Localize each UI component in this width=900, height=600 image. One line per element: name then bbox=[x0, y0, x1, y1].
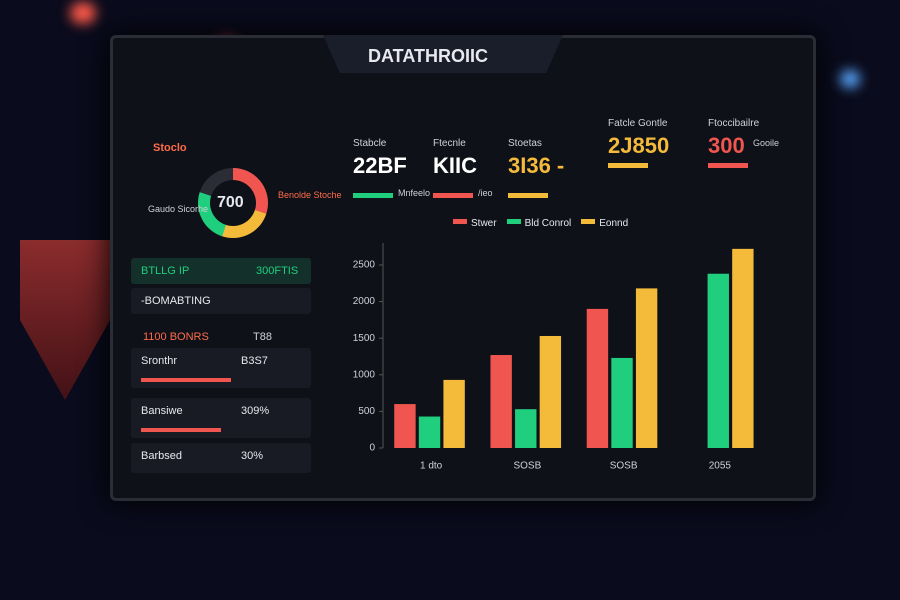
row-label: 1100 BONRS bbox=[143, 331, 209, 343]
kpi-label: Ftoccibailre bbox=[708, 118, 760, 129]
row-value: 30% bbox=[241, 450, 264, 462]
kpi-value: 22BF bbox=[353, 153, 407, 178]
kpi-value: 2J850 bbox=[608, 133, 670, 158]
bar bbox=[515, 409, 537, 448]
stage-light bbox=[70, 2, 96, 24]
kpi-bar bbox=[433, 193, 473, 198]
kpi-sub: Gooile bbox=[753, 138, 780, 148]
row-label: Sronthr bbox=[141, 355, 178, 367]
logo-text: Stoclo bbox=[153, 142, 187, 154]
legend-swatch bbox=[581, 219, 596, 224]
bar bbox=[732, 248, 754, 448]
kpi-value: KIIC bbox=[433, 153, 477, 178]
kpi-bar bbox=[708, 163, 748, 168]
x-tick-label: 2055 bbox=[709, 461, 732, 472]
bar bbox=[443, 379, 465, 448]
y-tick-label: 500 bbox=[358, 406, 375, 417]
title-tab bbox=[323, 35, 563, 73]
legend: Stwer Bld Conrol Eonnd bbox=[443, 218, 628, 229]
x-tick-label: SOSB bbox=[513, 461, 541, 472]
row-label: Bansiwe bbox=[141, 405, 183, 417]
bar bbox=[586, 308, 609, 448]
row-label: -BOMABTING bbox=[141, 295, 211, 307]
stage-light bbox=[840, 70, 860, 88]
bar bbox=[394, 404, 416, 448]
row-label: Barbsed bbox=[141, 450, 182, 462]
bar bbox=[707, 273, 729, 448]
y-tick-label: 1500 bbox=[353, 333, 376, 344]
row-value: B3S7 bbox=[241, 355, 268, 367]
bar bbox=[418, 416, 441, 448]
y-tick-label: 0 bbox=[369, 443, 375, 454]
bar bbox=[490, 355, 512, 448]
bar-chart: 0 500 1000 1500 2000 2500 1 dto SOSB SOSB 2055 bbox=[353, 243, 754, 472]
bar bbox=[539, 335, 562, 448]
kpi-bar bbox=[608, 163, 648, 168]
legend-label: Stwer bbox=[471, 218, 497, 229]
kpi-label: Stoetas bbox=[508, 138, 542, 149]
gauge-value: 700 bbox=[217, 194, 244, 211]
y-tick-label: 2000 bbox=[353, 296, 376, 307]
kpi-sub: /ieo bbox=[478, 188, 493, 198]
legend-label: Bld Conrol bbox=[524, 218, 572, 229]
kpi-value: 300 bbox=[708, 133, 745, 158]
bar bbox=[635, 288, 658, 448]
row-label: BTLLG IP bbox=[141, 265, 190, 277]
x-tick-label: SOSB bbox=[610, 461, 638, 472]
gauge-right-label: Benolde Stoche bbox=[278, 190, 342, 200]
row-value: 309% bbox=[241, 405, 270, 417]
dashboard-screen: DATATHROIIC Stoclo 700 Gaudo Sicorhe Ben… bbox=[110, 35, 816, 501]
kpi-label: Ftecnle bbox=[433, 138, 466, 149]
kpi-bar bbox=[353, 193, 393, 198]
legend-label: Eonnd bbox=[599, 218, 629, 229]
bar bbox=[611, 357, 633, 448]
kpi-sub: Mnfeelo bbox=[398, 188, 431, 198]
kpi-label: Stabcle bbox=[353, 138, 387, 149]
row-value: T88 bbox=[253, 331, 272, 343]
row-value: 300FTIS bbox=[256, 265, 299, 277]
gauge-left-label: Gaudo Sicorhe bbox=[148, 204, 209, 214]
y-tick-label: 2500 bbox=[353, 260, 376, 271]
y-tick-label: 1000 bbox=[353, 369, 376, 380]
kpi-value: 3I36 - bbox=[508, 153, 565, 178]
team-logo-backdrop bbox=[20, 240, 110, 400]
x-tick-label: 1 dto bbox=[420, 461, 443, 472]
legend-swatch bbox=[453, 219, 467, 224]
progress-bar bbox=[141, 428, 221, 432]
dashboard-title: DATATHROIIC bbox=[368, 46, 488, 66]
gauge-hole bbox=[210, 180, 256, 226]
kpi-bar bbox=[508, 193, 548, 198]
kpi-label: Fatcle Gontle bbox=[608, 118, 668, 129]
progress-bar bbox=[141, 378, 231, 382]
legend-swatch bbox=[506, 219, 521, 224]
